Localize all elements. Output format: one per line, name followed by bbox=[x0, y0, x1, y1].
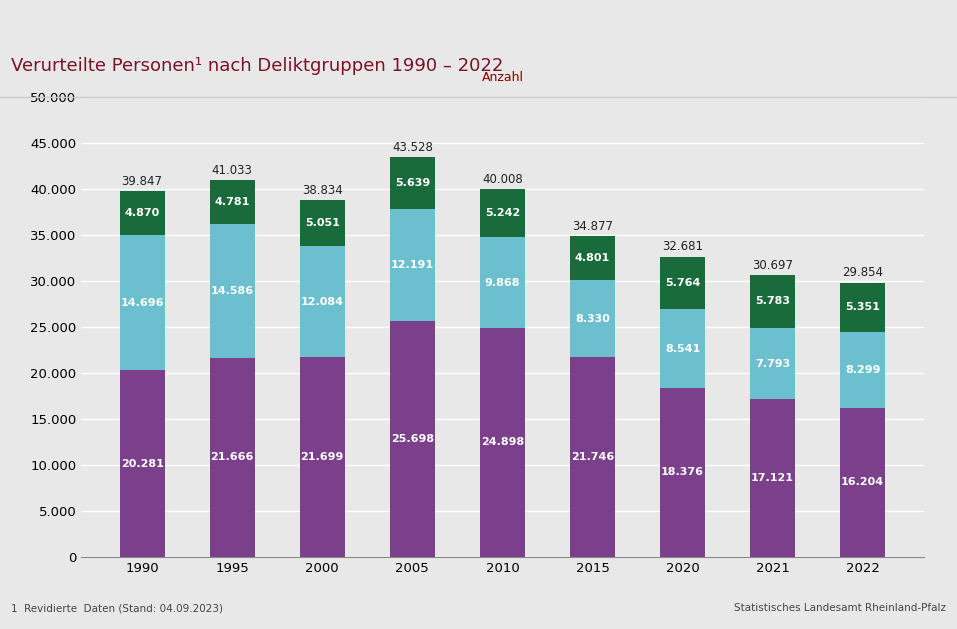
Text: Statistisches Landesamt Rheinland-Pfalz: Statistisches Landesamt Rheinland-Pfalz bbox=[733, 603, 946, 613]
Text: 5.639: 5.639 bbox=[394, 178, 430, 188]
Text: 34.877: 34.877 bbox=[572, 220, 613, 233]
Bar bbox=[840, 408, 885, 557]
Text: 40.008: 40.008 bbox=[482, 173, 523, 186]
Text: 8.541: 8.541 bbox=[665, 343, 701, 353]
Text: 14.696: 14.696 bbox=[121, 298, 164, 308]
Bar bbox=[300, 357, 345, 557]
Bar bbox=[210, 224, 255, 358]
Text: 43.528: 43.528 bbox=[392, 141, 433, 153]
Text: 7.793: 7.793 bbox=[755, 359, 790, 369]
Text: 14.586: 14.586 bbox=[211, 286, 254, 296]
Text: 38.834: 38.834 bbox=[301, 184, 343, 197]
Bar bbox=[660, 257, 705, 309]
Bar bbox=[210, 358, 255, 557]
Text: 12.191: 12.191 bbox=[390, 260, 434, 270]
Bar bbox=[389, 157, 434, 209]
Bar bbox=[660, 388, 705, 557]
Text: Verurteilte Personen¹ nach Deliktgruppen 1990 – 2022: Verurteilte Personen¹ nach Deliktgruppen… bbox=[11, 57, 503, 75]
Text: 4.870: 4.870 bbox=[124, 208, 160, 218]
Bar bbox=[300, 247, 345, 357]
Text: 12.084: 12.084 bbox=[300, 297, 344, 307]
Bar bbox=[570, 237, 615, 281]
Text: 20.281: 20.281 bbox=[121, 459, 164, 469]
Text: 18.376: 18.376 bbox=[661, 467, 704, 477]
Text: 21.746: 21.746 bbox=[571, 452, 614, 462]
Text: 9.868: 9.868 bbox=[484, 278, 521, 287]
Bar bbox=[479, 237, 525, 328]
Text: 30.697: 30.697 bbox=[752, 259, 793, 272]
Bar bbox=[120, 370, 165, 557]
Bar bbox=[570, 357, 615, 557]
Text: 29.854: 29.854 bbox=[842, 266, 883, 279]
Text: 21.666: 21.666 bbox=[211, 452, 254, 462]
Text: 5.783: 5.783 bbox=[755, 296, 790, 306]
Text: 25.698: 25.698 bbox=[390, 433, 434, 443]
Bar bbox=[840, 331, 885, 408]
Text: 17.121: 17.121 bbox=[751, 473, 794, 483]
Text: 5.351: 5.351 bbox=[845, 302, 880, 312]
Text: 8.299: 8.299 bbox=[845, 365, 880, 375]
Bar bbox=[389, 209, 434, 321]
Text: 24.898: 24.898 bbox=[480, 437, 524, 447]
Bar bbox=[750, 275, 795, 328]
Bar bbox=[120, 191, 165, 235]
Text: 8.330: 8.330 bbox=[575, 314, 610, 324]
Bar bbox=[479, 328, 525, 557]
Text: 21.699: 21.699 bbox=[300, 452, 344, 462]
Bar bbox=[570, 281, 615, 357]
Bar bbox=[750, 399, 795, 557]
Bar bbox=[210, 180, 255, 224]
Bar bbox=[389, 321, 434, 557]
Bar bbox=[300, 200, 345, 247]
Bar bbox=[120, 235, 165, 370]
Bar bbox=[840, 282, 885, 331]
Bar bbox=[479, 189, 525, 237]
Text: Anzahl: Anzahl bbox=[481, 70, 523, 84]
Bar bbox=[660, 309, 705, 388]
Text: 4.801: 4.801 bbox=[575, 253, 611, 264]
Text: 1  Revidierte  Daten (Stand: 04.09.2023): 1 Revidierte Daten (Stand: 04.09.2023) bbox=[11, 603, 224, 613]
Text: 5.051: 5.051 bbox=[305, 218, 340, 228]
Text: 16.204: 16.204 bbox=[841, 477, 884, 487]
Bar bbox=[750, 328, 795, 399]
Text: 5.242: 5.242 bbox=[485, 208, 520, 218]
Text: 41.033: 41.033 bbox=[211, 164, 253, 177]
Text: 32.681: 32.681 bbox=[662, 240, 703, 253]
Text: 5.764: 5.764 bbox=[665, 278, 701, 288]
Text: 4.781: 4.781 bbox=[214, 197, 250, 207]
Text: 39.847: 39.847 bbox=[122, 174, 163, 187]
